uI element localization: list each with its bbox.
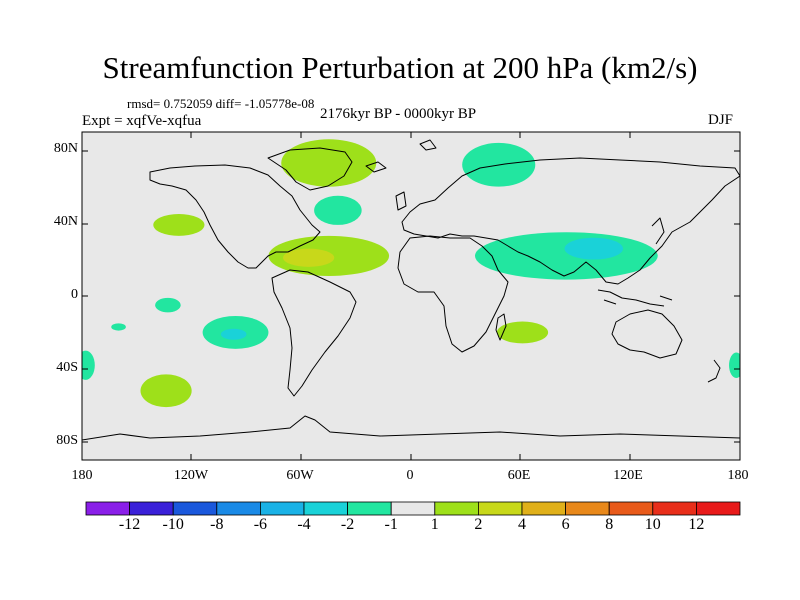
colorbar-box-3 [216, 501, 261, 516]
colorbar-label-8: 2 [474, 516, 483, 533]
colorbar-label-7: 1 [430, 516, 439, 533]
region-south-pacific-midlat [140, 374, 192, 408]
colorbar-box-9 [477, 501, 523, 516]
lon-tick-0: 0 [406, 468, 414, 483]
map-background [82, 132, 740, 460]
colorbar-label-13: 12 [688, 516, 705, 533]
coastline-madagascar [495, 313, 507, 341]
coastline-svalbard [419, 139, 437, 151]
coastline-antarctica [82, 415, 740, 441]
colorbar-box-13 [652, 501, 697, 516]
lon-tick-120e: 120E [613, 468, 643, 483]
time-period: 2176kyr BP - 0000kyr BP [320, 106, 477, 122]
colorbar-label-12: 10 [644, 516, 661, 533]
coastline-europe-asia [401, 157, 740, 285]
region-caribbean-core [283, 248, 335, 267]
lat-tick-80s: 80S [56, 433, 78, 448]
colorbar-label-4: -4 [297, 516, 311, 533]
colorbar-box-8 [434, 501, 479, 516]
colorbar-label-6: -1 [384, 516, 398, 533]
colorbar-label-10: 6 [561, 516, 570, 533]
coastline-indonesia [597, 289, 673, 307]
coastlines [82, 139, 740, 441]
colorbar-box-2 [172, 501, 218, 516]
colorbar-box-6 [347, 501, 392, 516]
region-east-pacific-small [155, 297, 181, 313]
colorbar-label-1: -10 [162, 516, 184, 533]
coastline-africa [397, 235, 509, 353]
lat-tick-40s: 40S [56, 360, 78, 375]
colorbar-box-10 [521, 501, 566, 516]
coastline-uk [395, 191, 407, 211]
lon-tick-180e: 180 [727, 468, 749, 483]
coastline-japan [651, 217, 665, 245]
region-west-edge [82, 350, 95, 380]
coastline-new-zealand [707, 359, 721, 383]
season-label: DJF [708, 112, 734, 128]
region-north-atlantic [314, 195, 362, 225]
colorbar-label-11: 8 [605, 516, 614, 533]
map-title: Streamfunction Perturbation at 200 hPa (… [102, 50, 698, 85]
lon-tick-120w: 120W [173, 468, 209, 483]
region-south-indian [496, 321, 549, 344]
region-south-pacific-core [220, 328, 247, 340]
coastline-iceland [365, 161, 387, 173]
colorbar-box-14 [696, 501, 741, 516]
lon-tick-60e: 60E [507, 468, 531, 483]
colorbar-box-7 [390, 501, 436, 516]
colorbar-label-3: -6 [253, 516, 268, 533]
experiment-label: Expt = xqfVe-xqfua [82, 113, 202, 129]
rmsd-stats: rmsd= 0.752059 diff= -1.05778e-08 [127, 96, 315, 111]
lon-tick-180w: 180 [71, 468, 93, 483]
colorbar-label-5: -2 [340, 516, 355, 533]
colorbar-label-2: -8 [210, 516, 224, 533]
lon-tick-60w: 60W [286, 468, 314, 483]
lat-tick-40n: 40N [53, 214, 78, 229]
coastline-north-america [149, 164, 321, 269]
coastline-greenland [267, 147, 353, 191]
region-south-pacific-west [111, 323, 126, 331]
colorbar-box-0 [85, 501, 130, 516]
region-north-pacific [153, 214, 205, 236]
region-asia [474, 232, 658, 280]
colorbar-box-12 [608, 501, 654, 516]
lat-tick-80n: 80N [53, 141, 78, 156]
region-greenland [281, 139, 377, 187]
lat-tick-0: 0 [71, 287, 78, 302]
colorbar-box-1 [129, 501, 174, 516]
colorbar-label-9: 4 [518, 516, 526, 533]
colorbar-box-5 [303, 501, 348, 516]
region-east-edge [729, 352, 740, 378]
colorbar-box-4 [259, 501, 305, 516]
lon-tick-marks [190, 132, 631, 460]
colorbar-label-0: -12 [118, 516, 141, 533]
colorbar [85, 501, 741, 516]
colorbar-box-11 [565, 501, 610, 516]
coastline-south-america [271, 269, 357, 397]
region-asia-core [564, 237, 624, 260]
coastline-australia [611, 309, 683, 359]
lat-tick-marks [82, 150, 740, 443]
